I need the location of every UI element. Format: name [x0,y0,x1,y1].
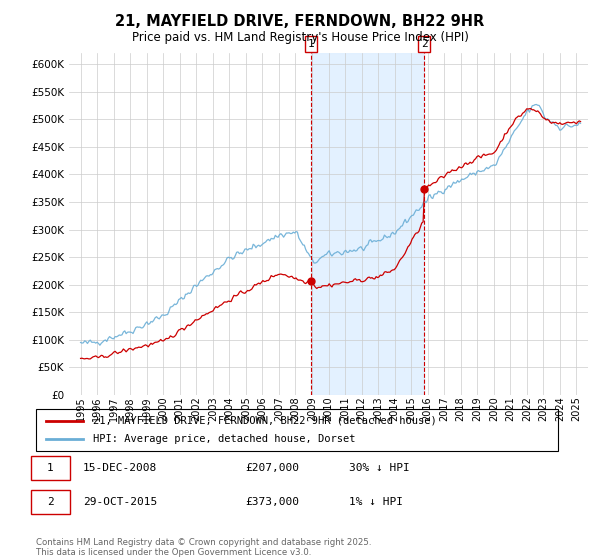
Text: 1: 1 [47,463,53,473]
FancyBboxPatch shape [31,456,70,480]
Text: £373,000: £373,000 [245,497,299,507]
Text: Contains HM Land Registry data © Crown copyright and database right 2025.
This d: Contains HM Land Registry data © Crown c… [36,538,371,557]
Text: 2: 2 [421,39,428,49]
Text: 1% ↓ HPI: 1% ↓ HPI [349,497,403,507]
Text: 29-OCT-2015: 29-OCT-2015 [83,497,157,507]
Bar [311,53,424,395]
Text: 15-DEC-2008: 15-DEC-2008 [83,463,157,473]
Text: HPI: Average price, detached house, Dorset: HPI: Average price, detached house, Dors… [94,434,356,444]
Text: £207,000: £207,000 [245,463,299,473]
Text: 21, MAYFIELD DRIVE, FERNDOWN, BH22 9HR (detached house): 21, MAYFIELD DRIVE, FERNDOWN, BH22 9HR (… [94,416,437,426]
Text: 21, MAYFIELD DRIVE, FERNDOWN, BH22 9HR: 21, MAYFIELD DRIVE, FERNDOWN, BH22 9HR [115,14,485,29]
Text: 30% ↓ HPI: 30% ↓ HPI [349,463,410,473]
FancyBboxPatch shape [31,491,70,514]
Text: 2: 2 [47,497,53,507]
Text: Price paid vs. HM Land Registry's House Price Index (HPI): Price paid vs. HM Land Registry's House … [131,31,469,44]
Text: 1: 1 [308,39,314,49]
